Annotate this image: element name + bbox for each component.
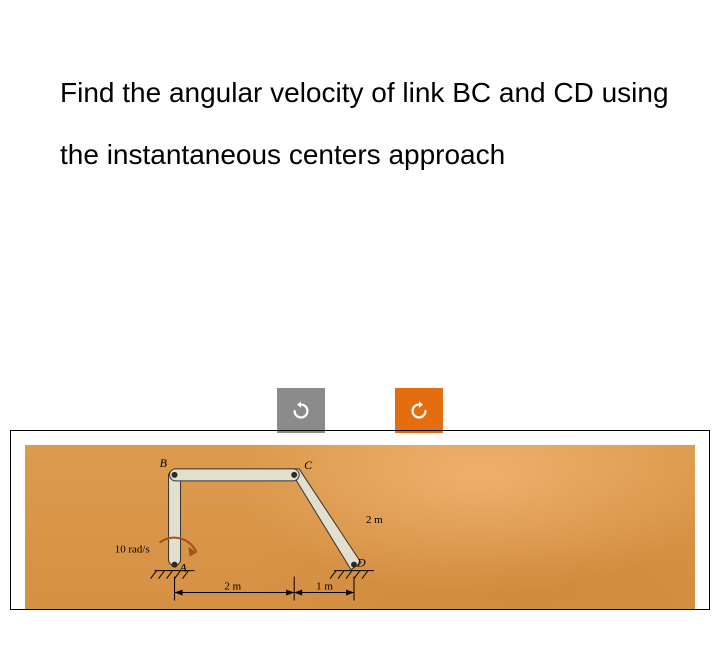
label-A: A — [179, 561, 188, 575]
undo-button[interactable] — [277, 388, 325, 433]
undo-icon — [290, 400, 312, 422]
pin-C — [291, 472, 297, 478]
dim-CD-label: 2 m — [366, 514, 383, 526]
pin-A — [172, 562, 178, 568]
pin-B — [172, 472, 178, 478]
redo-button[interactable] — [395, 388, 443, 433]
controls-row — [0, 388, 720, 433]
link-BC — [170, 469, 300, 481]
link-AB — [169, 470, 181, 566]
label-B: B — [160, 456, 168, 470]
label-D: D — [356, 556, 366, 570]
dim-2m-h-label: 2 m — [224, 581, 241, 593]
angular-velocity-label: 10 rad/s — [115, 544, 150, 556]
ground-D — [330, 571, 374, 579]
figure-frame: B C A D 10 rad/s 2 m 2 m 1 m — [10, 430, 710, 610]
dim-1m-horizontal: 1 m — [294, 577, 354, 601]
link-CD — [289, 469, 361, 570]
redo-icon — [408, 400, 430, 422]
dim-2m-horizontal: 2 m — [175, 577, 295, 601]
question-text: Find the angular velocity of link BC and… — [60, 62, 680, 185]
label-C: C — [304, 458, 313, 472]
ground-A — [151, 571, 195, 579]
mechanism-diagram: B C A D 10 rad/s 2 m 2 m 1 m — [25, 445, 695, 610]
dim-1m-label: 1 m — [316, 581, 333, 593]
